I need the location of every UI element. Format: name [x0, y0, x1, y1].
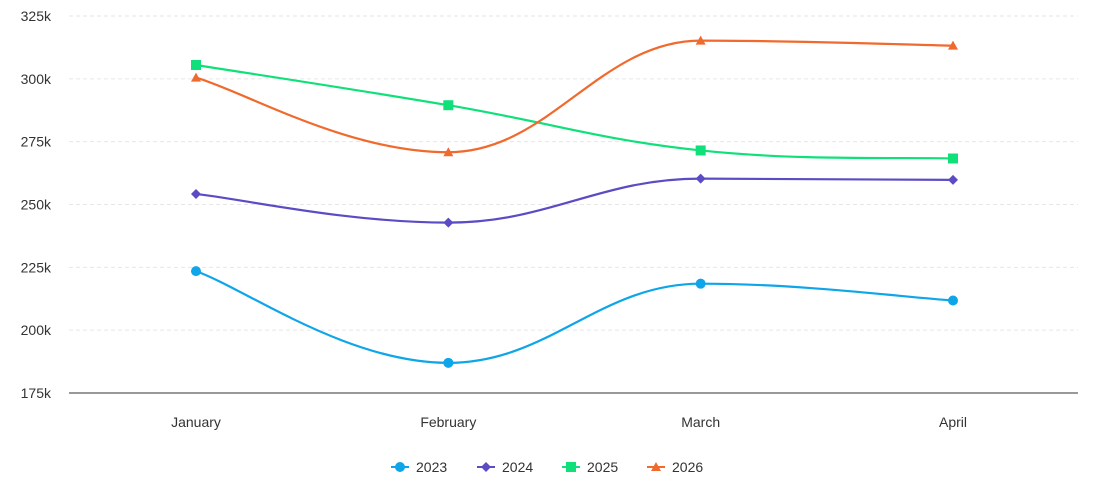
legend-marker-icon — [395, 462, 405, 472]
x-tick-label: January — [171, 414, 221, 430]
x-tick-label: February — [420, 414, 476, 430]
legend-label: 2023 — [416, 459, 447, 475]
legend-marker-icon — [651, 462, 661, 471]
data-point[interactable] — [948, 174, 958, 185]
series-2026 — [191, 35, 958, 157]
series-line — [195, 177, 954, 224]
data-point[interactable] — [191, 188, 201, 199]
series-line — [195, 63, 954, 160]
legend-marker-icon — [481, 462, 491, 472]
data-point[interactable] — [443, 357, 454, 368]
data-point[interactable] — [695, 173, 706, 184]
data-point[interactable] — [191, 266, 201, 277]
series-2025 — [191, 60, 958, 164]
data-point[interactable] — [695, 145, 706, 156]
series-layer — [191, 35, 958, 368]
data-point[interactable] — [443, 100, 454, 111]
y-tick-label: 225k — [21, 259, 52, 275]
legend[interactable]: 2023 2024 2025 2026 — [391, 459, 703, 475]
series-2023 — [191, 266, 958, 368]
series-line — [195, 270, 954, 364]
series-2024 — [191, 173, 958, 228]
legend-label: 2024 — [502, 459, 533, 475]
data-point[interactable] — [948, 295, 958, 306]
data-point[interactable] — [191, 72, 201, 82]
x-tick-label: April — [939, 414, 967, 430]
y-tick-label: 175k — [21, 385, 52, 401]
y-tick-label: 325k — [21, 8, 52, 24]
series-line — [195, 39, 954, 154]
grid-layer — [69, 15, 1078, 331]
legend-item-2024[interactable]: 2024 — [477, 459, 533, 475]
legend-label: 2025 — [587, 459, 618, 475]
legend-item-2023[interactable]: 2023 — [391, 459, 447, 475]
legend-item-2025[interactable]: 2025 — [562, 459, 618, 475]
data-point[interactable] — [948, 153, 958, 164]
data-point[interactable] — [443, 217, 454, 228]
data-point[interactable] — [948, 40, 958, 50]
y-tick-label: 250k — [21, 197, 52, 213]
data-point[interactable] — [191, 60, 201, 71]
legend-marker-icon — [566, 462, 576, 472]
legend-label: 2026 — [672, 459, 703, 475]
data-point[interactable] — [443, 147, 454, 157]
y-tick-label: 200k — [21, 322, 52, 338]
legend-item-2026[interactable]: 2026 — [647, 459, 703, 475]
x-tick-label: March — [681, 414, 720, 430]
y-tick-label: 300k — [21, 71, 52, 87]
data-point[interactable] — [695, 278, 706, 289]
axis-layer: 175k 200k 225k 250k 275k 300k 325k January Febru… — [21, 8, 1078, 430]
data-point[interactable] — [695, 35, 706, 45]
y-tick-label: 275k — [21, 134, 52, 150]
